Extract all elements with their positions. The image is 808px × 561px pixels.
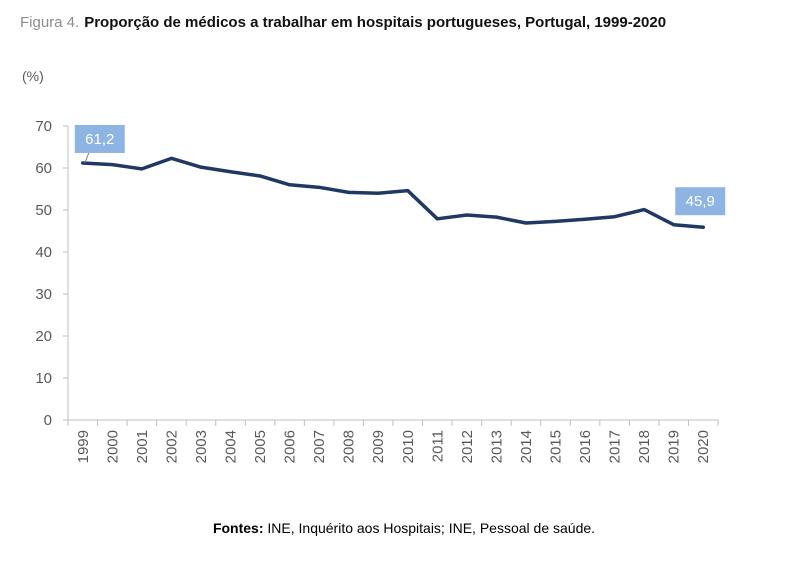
x-tick-label: 2020 — [695, 430, 712, 463]
x-tick-label: 2008 — [341, 430, 358, 463]
figure-label: Figura 4. — [20, 14, 80, 31]
data-point — [199, 165, 203, 169]
y-tick-label: 30 — [35, 286, 52, 303]
data-point — [169, 156, 173, 160]
x-tick-label: 2005 — [252, 430, 269, 463]
x-tick-label: 2004 — [223, 430, 240, 463]
x-tick-label: 2011 — [429, 430, 446, 462]
y-tick-label: 40 — [35, 244, 52, 261]
y-tick-label: 50 — [35, 202, 52, 219]
x-tick-label: 2001 — [134, 430, 151, 463]
data-point — [288, 183, 292, 187]
x-tick-label: 1999 — [75, 430, 92, 463]
series-line — [81, 156, 705, 229]
data-point — [317, 185, 321, 189]
x-tick-label: 2013 — [488, 430, 505, 463]
data-point — [554, 219, 557, 223]
data-point — [229, 170, 232, 174]
x-tick-label: 2014 — [518, 430, 535, 463]
x-tick-label: 2003 — [193, 430, 210, 463]
x-tick-label: 2007 — [311, 430, 328, 463]
data-point — [110, 163, 114, 167]
data-label: 45,9 — [686, 193, 715, 210]
data-point — [701, 225, 705, 229]
x-tick-label: 2017 — [607, 430, 624, 463]
data-label: 61,2 — [85, 131, 114, 148]
x-tick-label: 2000 — [104, 430, 121, 463]
data-point — [583, 217, 587, 221]
source-prefix: Fontes: — [212, 520, 264, 536]
x-tick-label: 2015 — [548, 430, 565, 463]
x-tick-label: 2010 — [400, 430, 417, 463]
data-point — [494, 215, 498, 219]
data-point — [406, 189, 410, 193]
x-tick-label: 2009 — [370, 430, 387, 463]
source-note: Fontes: INE, Inquérito aos Hospitais; IN… — [0, 520, 808, 536]
data-point — [672, 223, 676, 227]
data-point — [376, 191, 380, 195]
y-tick-label: 0 — [44, 412, 52, 429]
x-tick-label: 2018 — [636, 430, 653, 463]
data-point — [140, 167, 144, 171]
data-point — [347, 190, 351, 194]
x-tick-label: 2002 — [163, 430, 180, 463]
data-point — [642, 208, 646, 212]
data-point — [524, 221, 528, 225]
data-point — [435, 217, 439, 221]
figure-title-line: Figura 4. Proporção de médicos a trabalha… — [20, 14, 666, 31]
y-tick-label: 60 — [35, 160, 52, 177]
y-tick-label: 70 — [35, 118, 52, 135]
y-tick-label: 20 — [35, 328, 52, 345]
data-point — [465, 213, 469, 217]
figure-title: Proporção de médicos a trabalhar em hosp… — [84, 14, 667, 31]
y-tick-label: 10 — [35, 370, 52, 387]
data-point — [258, 174, 262, 178]
x-tick-label: 2019 — [666, 430, 683, 463]
source-text: INE, Inquérito aos Hospitais; INE, Pesso… — [267, 520, 596, 536]
data-label-box — [74, 124, 125, 153]
x-tick-label: 2016 — [577, 430, 594, 463]
data-point — [81, 161, 85, 165]
data-label-leader — [84, 152, 90, 164]
y-axis-unit-label: (%) — [22, 68, 44, 84]
x-tick-label: 2006 — [282, 430, 299, 463]
x-tick-label: 2012 — [459, 430, 476, 463]
data-label-box — [675, 187, 726, 216]
data-point — [613, 215, 617, 219]
